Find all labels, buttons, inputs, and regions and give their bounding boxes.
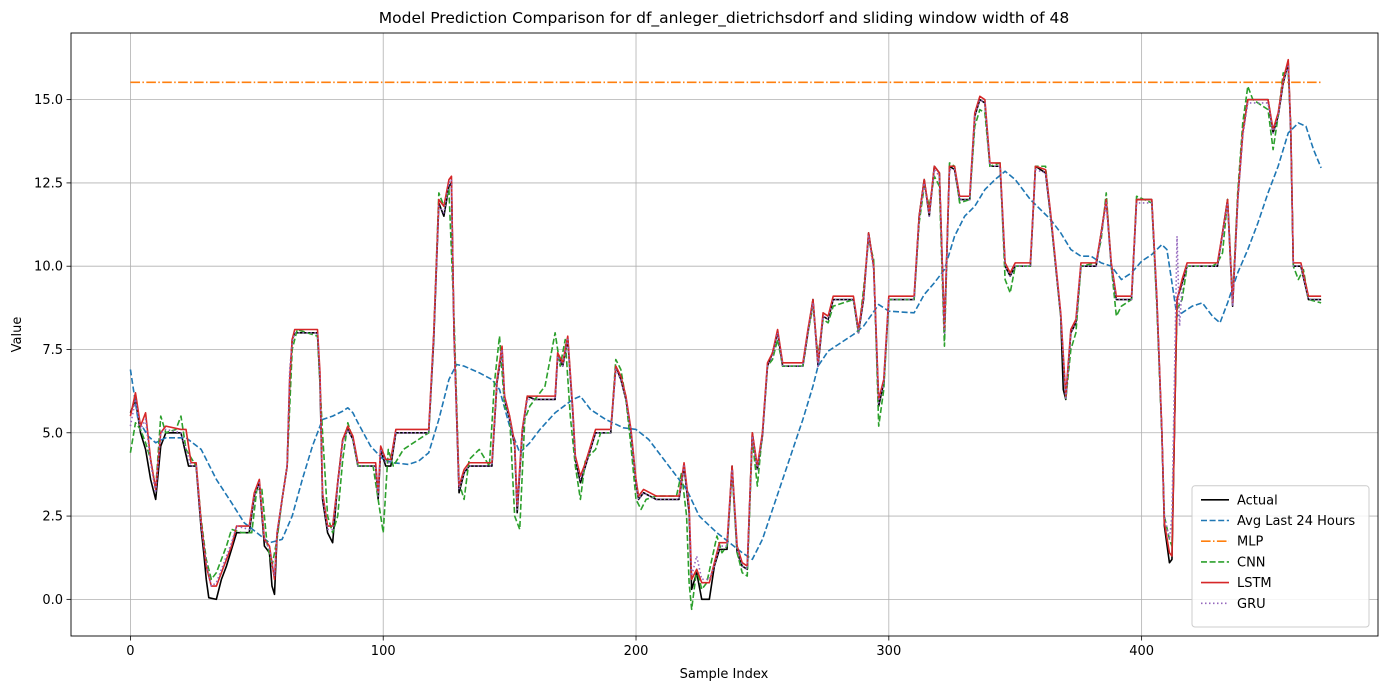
y-tick-label: 7.5	[42, 343, 63, 358]
x-tick-label: 300	[876, 644, 901, 659]
x-tick-label: 200	[624, 644, 649, 659]
legend-box	[1191, 485, 1370, 628]
series-line-avg-last-24-hours	[129, 122, 1322, 561]
y-tick-label: 5.0	[42, 426, 63, 441]
legend-label: Actual	[1237, 493, 1278, 508]
y-axis-label: Value	[10, 317, 25, 353]
chart-title: Model Prediction Comparison for df_anleg…	[379, 9, 1070, 28]
legend-label: GRU	[1237, 597, 1266, 612]
plot-frame	[70, 32, 1379, 637]
y-tick-label: 10.0	[34, 260, 63, 275]
series-line-lstm	[129, 58, 1322, 587]
x-axis-label: Sample Index	[680, 667, 769, 682]
y-tick-label: 12.5	[34, 176, 63, 191]
y-tick-label: 0.0	[42, 593, 63, 608]
x-tick-label: 100	[371, 644, 396, 659]
x-tick-label: 400	[1129, 644, 1154, 659]
legend-label: Avg Last 24 Hours	[1237, 514, 1355, 529]
y-tick-label: 2.5	[42, 510, 63, 525]
y-tick-label: 15.0	[34, 93, 63, 108]
legend-label: CNN	[1237, 555, 1266, 570]
legend-label: MLP	[1237, 535, 1263, 550]
x-tick-label: 0	[126, 644, 134, 659]
legend: Actual Avg Last 24 Hours MLP CNN LSTM GRU	[1191, 485, 1370, 628]
legend-label: LSTM	[1237, 576, 1272, 591]
